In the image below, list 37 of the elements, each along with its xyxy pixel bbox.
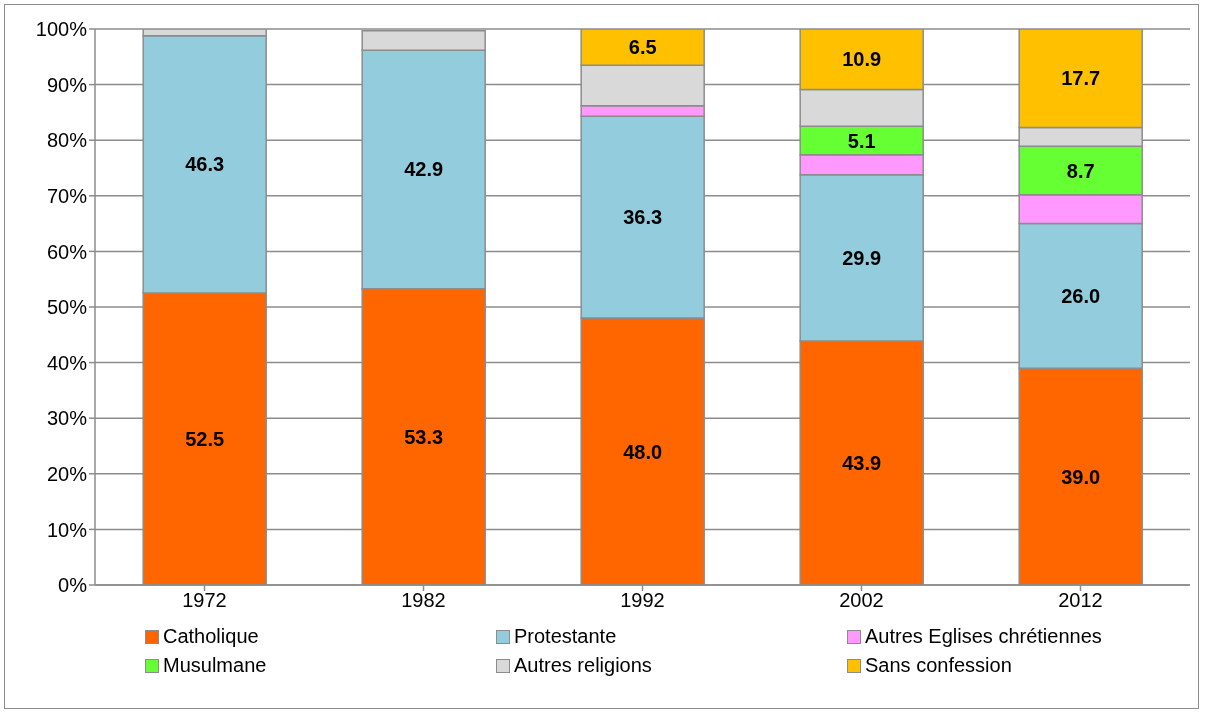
y-tick-label: 100% <box>35 18 88 41</box>
data-label: 5.1 <box>847 129 876 152</box>
x-tick-label: 1992 <box>620 589 665 612</box>
data-label: 29.9 <box>842 246 882 269</box>
legend-label: Sans confession <box>865 654 1012 677</box>
y-tick-label: 90% <box>46 73 88 96</box>
y-tick-label: 60% <box>46 240 88 263</box>
x-tick-label: 1982 <box>401 589 446 612</box>
legend-label: Autres Eglises chrétiennes <box>865 625 1102 648</box>
legend-label: Protestante <box>514 625 617 648</box>
data-label: 8.7 <box>1066 159 1095 182</box>
data-label: 53.3 <box>404 425 444 448</box>
y-tick-label: 80% <box>46 129 88 152</box>
data-label: 48.0 <box>623 440 663 463</box>
legend-label: Musulmane <box>163 654 267 677</box>
data-label: 43.9 <box>842 452 882 475</box>
y-tick-label: 20% <box>46 462 88 485</box>
data-label: 46.3 <box>185 153 225 176</box>
data-label: 42.9 <box>404 158 444 181</box>
data-label: 6.5 <box>628 36 657 59</box>
data-label: 26.0 <box>1061 284 1101 307</box>
legend-label: Catholique <box>163 625 259 648</box>
data-label: 39.0 <box>1061 465 1101 488</box>
x-tick-label: 2012 <box>1058 589 1103 612</box>
x-tick-label: 1972 <box>182 589 227 612</box>
data-label: 17.7 <box>1061 67 1101 90</box>
y-tick-label: 40% <box>46 351 88 374</box>
data-label: 36.3 <box>623 206 663 229</box>
y-tick-label: 10% <box>46 518 88 541</box>
y-tick-label: 30% <box>46 407 88 430</box>
y-tick-label: 70% <box>46 184 88 207</box>
x-tick-label: 2002 <box>839 589 884 612</box>
y-tick-label: 50% <box>46 296 88 319</box>
data-label: 10.9 <box>842 48 882 71</box>
y-tick-label: 0% <box>58 574 88 597</box>
data-label: 52.5 <box>185 428 225 451</box>
legend-label: Autres religions <box>514 654 652 677</box>
